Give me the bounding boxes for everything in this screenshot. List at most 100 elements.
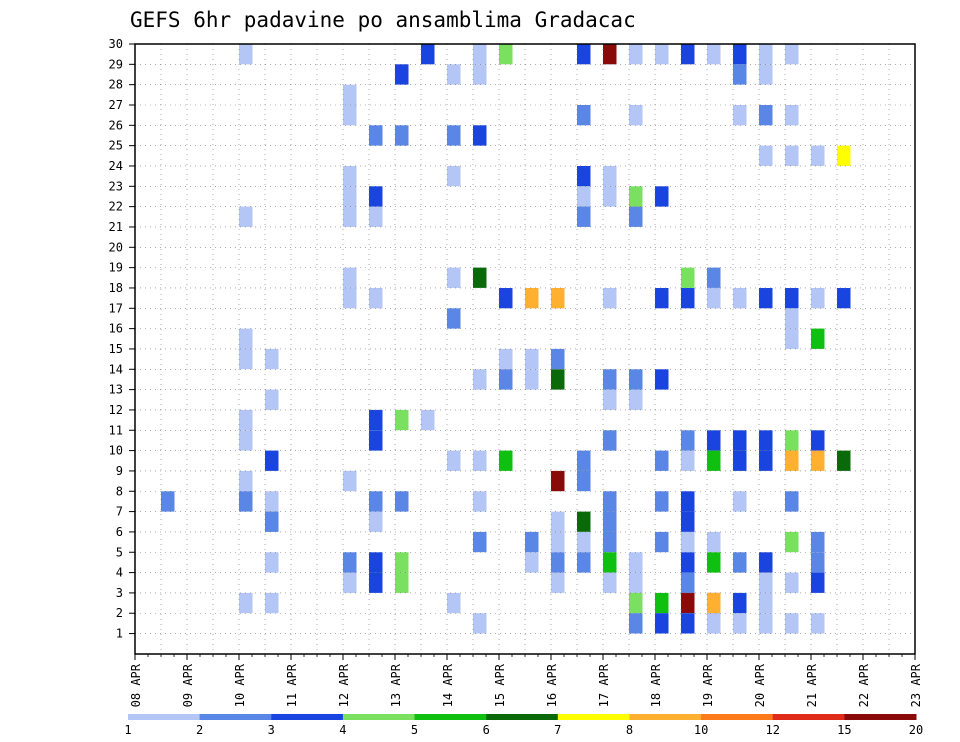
- heatmap-cell: [759, 430, 773, 451]
- heatmap-cell: [811, 613, 825, 634]
- heatmap-cell: [447, 450, 461, 471]
- heatmap-cell: [629, 389, 643, 410]
- heatmap-cell: [759, 145, 773, 166]
- y-tick-label: 17: [109, 301, 123, 315]
- heatmap-cell: [369, 430, 383, 451]
- heatmap-cell: [343, 572, 357, 593]
- heatmap-cell: [239, 470, 253, 492]
- x-tick-label: 13 APR: [389, 663, 403, 707]
- heatmap-cell: [265, 552, 279, 573]
- heatmap-cell: [707, 267, 721, 288]
- y-tick-label: 23: [109, 179, 123, 193]
- heatmap-cell: [811, 430, 825, 451]
- heatmap-cell: [681, 267, 695, 288]
- heatmap-cell: [525, 288, 539, 309]
- y-tick-label: 20: [109, 240, 123, 254]
- heatmap-cell: [837, 288, 851, 309]
- heatmap-cell: [369, 206, 383, 227]
- heatmap-cell: [499, 369, 513, 390]
- heatmap-cell: [551, 288, 565, 309]
- y-axis: 1234567891011121314151617181920212223242…: [109, 37, 135, 641]
- heatmap-cell: [499, 288, 513, 309]
- heatmap-cell: [239, 328, 253, 349]
- heatmap-cell: [577, 105, 591, 126]
- heatmap-cell: [655, 186, 669, 207]
- heatmap-cell: [681, 613, 695, 634]
- x-tick-label: 10 APR: [233, 663, 247, 707]
- heatmap-cell: [629, 552, 643, 573]
- y-tick-label: 6: [116, 525, 123, 539]
- heatmap-cell: [525, 552, 539, 573]
- y-tick-label: 2: [116, 606, 123, 620]
- heatmap-cell: [707, 592, 721, 614]
- heatmap-cell: [759, 592, 773, 614]
- heatmap-cell: [343, 288, 357, 309]
- heatmap-cell: [707, 552, 721, 573]
- y-tick-label: 27: [109, 98, 123, 112]
- heatmap-cell: [707, 531, 721, 553]
- heatmap-cell: [733, 105, 747, 126]
- heatmap-cell: [551, 348, 565, 370]
- heatmap-cell: [733, 288, 747, 309]
- heatmap-cell: [629, 369, 643, 390]
- heatmap-cell: [395, 409, 409, 431]
- heatmap-cell: [681, 572, 695, 593]
- colorbar-segment: [844, 714, 917, 720]
- heatmap-cell: [811, 450, 825, 471]
- heatmap-cell: [473, 125, 487, 146]
- heatmap-cell: [811, 145, 825, 166]
- heatmap-cell: [603, 369, 617, 390]
- y-tick-label: 1: [116, 627, 123, 641]
- heatmap-cell: [473, 613, 487, 634]
- heatmap-cell: [655, 491, 669, 512]
- heatmap-cell: [785, 450, 799, 471]
- heatmap-cell: [681, 450, 695, 471]
- heatmap-cell: [525, 348, 539, 370]
- x-tick-label: 17 APR: [597, 663, 611, 707]
- heatmap-cell: [759, 450, 773, 471]
- heatmap-cell: [707, 44, 721, 65]
- heatmap-cell: [603, 511, 617, 532]
- heatmap-cell: [239, 430, 253, 451]
- y-tick-label: 28: [109, 78, 123, 92]
- y-tick-label: 22: [109, 200, 123, 214]
- heatmap-cell: [551, 531, 565, 553]
- y-tick-label: 30: [109, 37, 123, 51]
- heatmap-cell: [473, 531, 487, 553]
- colorbar-segment: [414, 714, 487, 720]
- colorbar-segment: [629, 714, 702, 720]
- heatmap-cell: [577, 450, 591, 471]
- heatmap-cell: [551, 470, 565, 492]
- heatmap-cell: [629, 592, 643, 614]
- heatmap-cell: [447, 166, 461, 187]
- y-tick-label: 14: [109, 362, 123, 376]
- colorbar-label: 6: [483, 723, 490, 737]
- heatmap-cell: [161, 491, 175, 512]
- colorbar-segment: [772, 714, 845, 720]
- heatmap-cell: [681, 430, 695, 451]
- heatmap-cell: [733, 64, 747, 85]
- x-tick-label: 22 APR: [857, 663, 871, 707]
- heatmap-cell: [759, 105, 773, 126]
- heatmap-cell: [473, 64, 487, 85]
- heatmap-cell: [707, 288, 721, 309]
- heatmap-cell: [629, 186, 643, 207]
- heatmap-cell: [733, 613, 747, 634]
- y-tick-label: 15: [109, 342, 123, 356]
- heatmap-cell: [265, 389, 279, 410]
- heatmap-cell: [785, 328, 799, 349]
- colorbar-label: 10: [694, 723, 708, 737]
- colorbar-label: 2: [196, 723, 203, 737]
- heatmap-cell: [707, 450, 721, 471]
- heatmap-cell: [603, 491, 617, 512]
- heatmap-cell: [551, 369, 565, 390]
- heatmap-cell: [681, 531, 695, 553]
- heatmap-cell: [655, 592, 669, 614]
- heatmap-cell: [577, 206, 591, 227]
- heatmap-cell: [343, 470, 357, 492]
- heatmap-cell: [733, 491, 747, 512]
- y-tick-label: 8: [116, 484, 123, 498]
- heatmap-cell: [447, 267, 461, 288]
- heatmap-cell: [499, 44, 513, 65]
- x-tick-label: 11 APR: [285, 663, 299, 707]
